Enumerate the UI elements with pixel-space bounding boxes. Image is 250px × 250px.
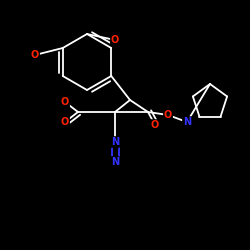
Text: N: N (111, 137, 119, 147)
Text: O: O (164, 110, 172, 120)
Text: N: N (111, 157, 119, 167)
Text: O: O (31, 50, 39, 60)
Text: O: O (151, 120, 159, 130)
Text: O: O (61, 97, 69, 107)
Text: O: O (111, 35, 119, 45)
Text: O: O (61, 117, 69, 127)
Text: N: N (183, 117, 191, 127)
